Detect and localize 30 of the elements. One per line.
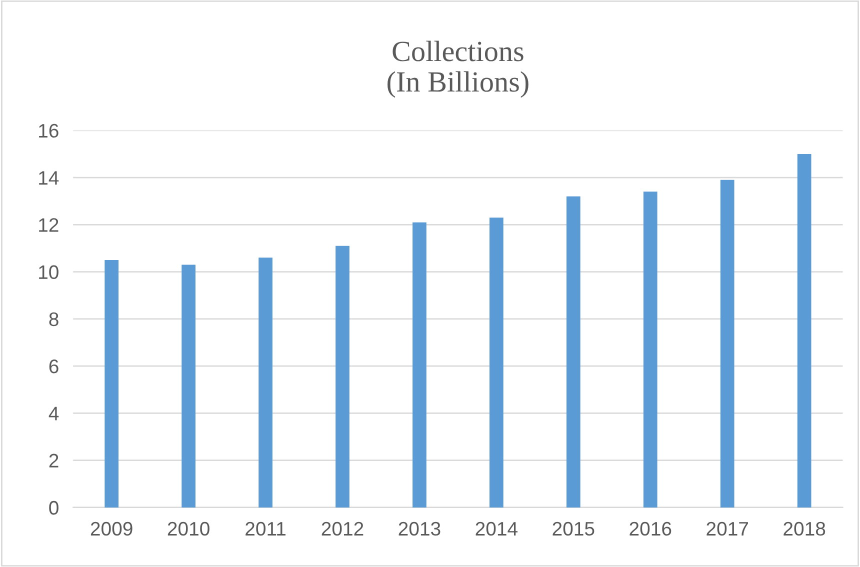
x-tick-label: 2014 (476, 522, 518, 536)
bar (720, 180, 734, 508)
y-tick-label: 10 (39, 265, 58, 280)
bar (797, 154, 812, 508)
x-tick-label: 2009 (90, 522, 132, 536)
y-tick-label: 6 (49, 360, 58, 374)
x-tick-label: 2015 (552, 522, 594, 536)
x-tick-label: 2010 (168, 522, 210, 536)
bar (182, 264, 196, 508)
x-tick-label: 2017 (706, 522, 748, 536)
bar (566, 196, 580, 508)
bar (490, 218, 504, 508)
y-tick-label: 4 (48, 406, 59, 420)
bar (412, 222, 426, 508)
x-tick-label: 2013 (398, 522, 440, 536)
bar (104, 260, 119, 508)
bar (336, 246, 350, 508)
y-tick-label: 12 (39, 218, 58, 232)
x-tick-label: 2016 (630, 522, 672, 536)
x-tick-label: 2012 (322, 522, 364, 536)
bar (258, 258, 272, 508)
y-tick-label: 8 (49, 312, 58, 326)
chart-title: Collections (In Billions) (388, 40, 528, 98)
bar (643, 192, 658, 508)
x-tick-label: 2018 (784, 522, 826, 536)
y-tick-label: 0 (49, 500, 58, 515)
y-tick-label: 2 (49, 454, 58, 468)
y-tick-label: 14 (39, 171, 59, 185)
y-tick-label: 16 (39, 124, 58, 138)
x-tick-label: 2011 (246, 522, 286, 536)
